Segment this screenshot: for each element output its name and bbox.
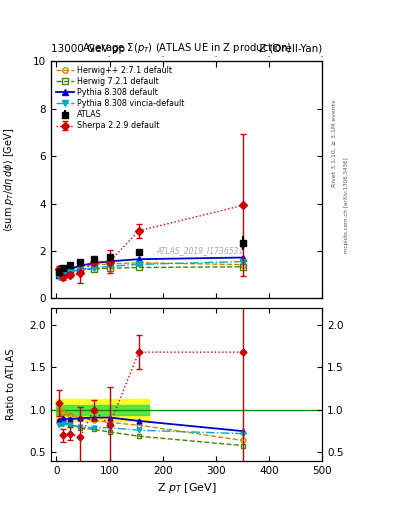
Pythia 8.308 default <box>78 263 83 269</box>
Herwig 7.2.1 default <box>78 267 83 273</box>
Pythia 8.308 vincia-default <box>78 267 83 273</box>
Y-axis label: Ratio to ATLAS: Ratio to ATLAS <box>6 349 16 420</box>
Text: 13000 GeV pp: 13000 GeV pp <box>51 44 125 54</box>
Line: Pythia 8.308 default: Pythia 8.308 default <box>56 255 245 278</box>
Herwig++ 2.7.1 default <box>57 270 61 276</box>
Pythia 8.308 default <box>136 256 141 262</box>
Herwig 7.2.1 default <box>67 268 72 274</box>
Text: mcplots.cern.ch [arXiv:1306.3436]: mcplots.cern.ch [arXiv:1306.3436] <box>344 157 349 252</box>
Y-axis label: $\langle$sum $p_T/d\eta\,d\phi\rangle$ [GeV]: $\langle$sum $p_T/d\eta\,d\phi\rangle$ [… <box>2 128 16 232</box>
Title: Average $\Sigma(p_T)$ (ATLAS UE in Z production): Average $\Sigma(p_T)$ (ATLAS UE in Z pro… <box>82 41 292 55</box>
Herwig 7.2.1 default <box>91 266 96 272</box>
Pythia 8.308 default <box>91 260 96 266</box>
Herwig 7.2.1 default <box>107 265 112 271</box>
Herwig++ 2.7.1 default <box>67 265 72 271</box>
Text: ATLAS_2019_I1736531: ATLAS_2019_I1736531 <box>156 246 244 255</box>
Line: Pythia 8.308 vincia-default: Pythia 8.308 vincia-default <box>56 259 245 280</box>
Pythia 8.308 default <box>57 272 61 278</box>
Pythia 8.308 vincia-default <box>240 259 245 265</box>
Legend: Herwig++ 2.7.1 default, Herwig 7.2.1 default, Pythia 8.308 default, Pythia 8.308: Herwig++ 2.7.1 default, Herwig 7.2.1 def… <box>54 65 186 132</box>
Herwig 7.2.1 default <box>61 270 65 276</box>
Pythia 8.308 vincia-default <box>107 263 112 269</box>
Herwig 7.2.1 default <box>240 264 245 270</box>
X-axis label: Z $p_T$ [GeV]: Z $p_T$ [GeV] <box>157 481 217 495</box>
Herwig++ 2.7.1 default <box>61 267 65 273</box>
Pythia 8.308 vincia-default <box>57 274 61 280</box>
Text: Z (Drell-Yan): Z (Drell-Yan) <box>259 44 322 54</box>
Herwig++ 2.7.1 default <box>240 262 245 268</box>
Pythia 8.308 default <box>240 254 245 261</box>
Text: Rivet 3.1.10, ≥ 3.1M events: Rivet 3.1.10, ≥ 3.1M events <box>332 100 337 187</box>
Pythia 8.308 vincia-default <box>136 261 141 267</box>
Herwig 7.2.1 default <box>57 272 61 279</box>
Herwig++ 2.7.1 default <box>78 263 83 269</box>
Herwig++ 2.7.1 default <box>136 260 141 266</box>
Herwig 7.2.1 default <box>136 264 141 270</box>
Pythia 8.308 default <box>67 266 72 272</box>
Pythia 8.308 vincia-default <box>67 269 72 275</box>
Herwig++ 2.7.1 default <box>91 262 96 268</box>
Line: Herwig 7.2.1 default: Herwig 7.2.1 default <box>56 264 245 278</box>
Pythia 8.308 default <box>61 269 65 275</box>
Pythia 8.308 vincia-default <box>61 271 65 277</box>
Pythia 8.308 default <box>107 258 112 264</box>
Line: Herwig++ 2.7.1 default: Herwig++ 2.7.1 default <box>56 260 245 275</box>
Herwig++ 2.7.1 default <box>107 261 112 267</box>
Pythia 8.308 vincia-default <box>91 265 96 271</box>
